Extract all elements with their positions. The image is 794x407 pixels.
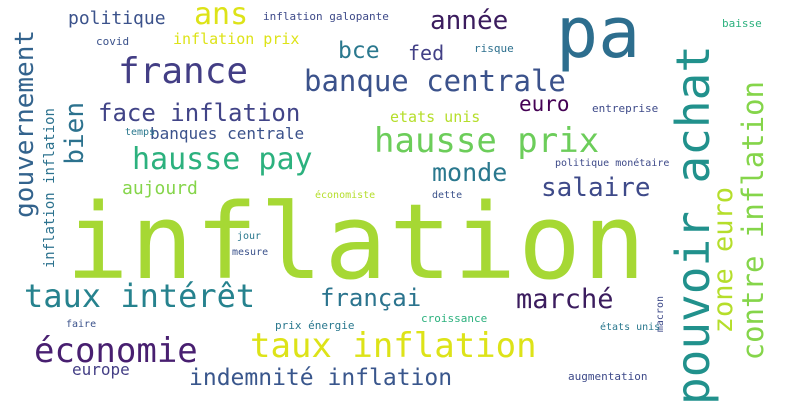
word-pa: pa (556, 0, 641, 74)
word-croissance: croissance (421, 312, 488, 325)
word-indemnite-inflation: indemnité inflation (189, 365, 453, 391)
word-hausse-pay: hausse pay (132, 142, 313, 177)
word-euro: euro (519, 92, 570, 116)
word-aujourd: aujourd (122, 178, 198, 199)
word-economiste: économiste (315, 190, 376, 201)
word-europe: europe (72, 360, 130, 379)
word-economie: économie (34, 331, 198, 371)
word-politique-monetaire: politique monétaire (555, 158, 670, 169)
word-augmentation: augmentation (568, 370, 648, 383)
word-francai: françai (320, 284, 422, 312)
word-covid: covid (96, 35, 130, 48)
word-gouvernement: gouvernement (10, 30, 40, 218)
word-ans: ans (194, 0, 249, 32)
word-face-inflation: face inflation (98, 99, 301, 127)
word-inflation-prix: inflation prix (173, 30, 300, 48)
word-jour: jour (237, 231, 262, 242)
word-banque-centrale: banque centrale (304, 64, 566, 98)
word-etats-unis-accent: états unis (600, 322, 661, 333)
word-salaire: salaire (541, 173, 651, 203)
word-etats-unis: etats unis (390, 108, 481, 126)
word-inflation-inflation: inflation inflation (42, 108, 58, 269)
word-zone-euro: zone euro (708, 187, 739, 334)
word-annee: année (430, 6, 509, 36)
word-fed: fed (408, 41, 445, 65)
word-hausse-prix: hausse prix (374, 121, 600, 161)
word-faire: faire (66, 319, 97, 330)
word-politique: politique (68, 8, 166, 29)
word-banques-centrale: banques centrale (150, 124, 305, 143)
word-bce: bce (338, 38, 380, 64)
word-monde: monde (432, 158, 508, 187)
word-entreprise: entreprise (592, 102, 659, 115)
word-risque: risque (474, 42, 514, 55)
word-bien: bien (60, 102, 90, 165)
word-france: france (118, 51, 249, 92)
word-taux-interet: taux intérêt (24, 277, 256, 315)
word-taux-inflation: taux inflation (250, 326, 537, 366)
word-temps: temps (125, 127, 156, 138)
word-contre-inflation: contre inflation (736, 81, 770, 361)
word-baisse: baisse (722, 17, 762, 30)
word-inflation-galopante: inflation galopante (263, 10, 389, 23)
word-mesure: mesure (232, 247, 269, 258)
word-inflation: inflation (66, 181, 648, 303)
word-marche: marché (516, 284, 614, 315)
word-dette: dette (432, 190, 463, 201)
word-prix-energie: prix énergie (275, 319, 355, 332)
